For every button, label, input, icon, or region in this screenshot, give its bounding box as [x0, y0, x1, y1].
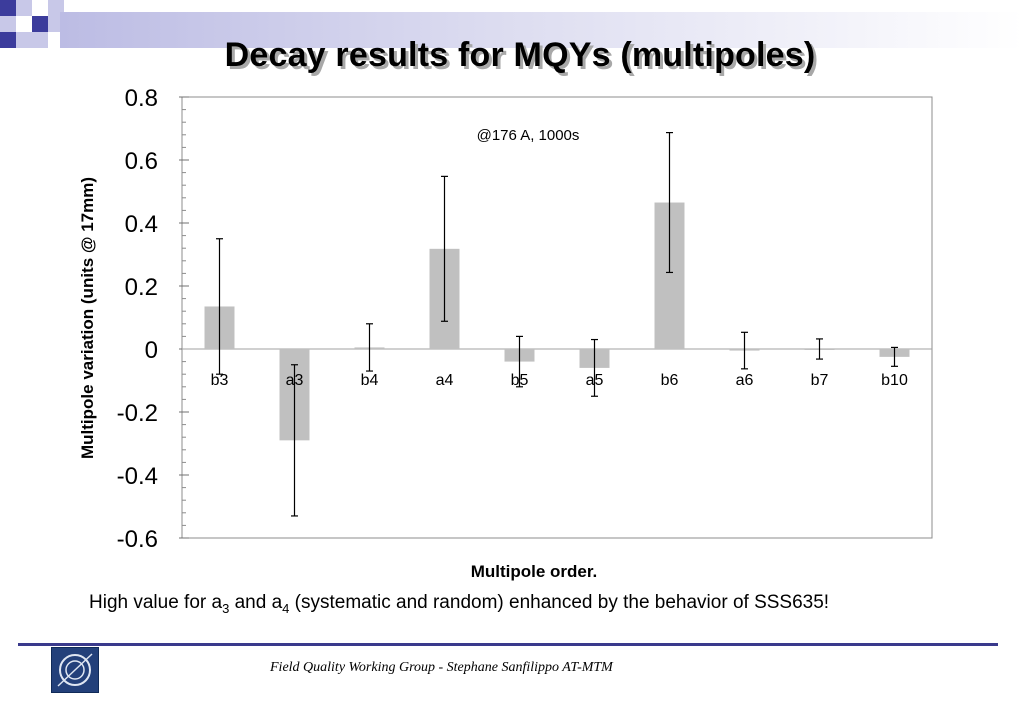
slide-title: Decay results for MQYs (multipoles)	[224, 36, 816, 74]
category-label-b10: b10	[881, 372, 908, 389]
category-label-a5: a5	[586, 372, 604, 389]
conclusion-note: High value for a3 and a4 (systematic and…	[89, 592, 829, 616]
note-text-2: and a	[229, 592, 283, 613]
header-gradient-bar	[60, 12, 1023, 48]
plot-frame	[181, 96, 933, 539]
y-tick-label: 0.6	[125, 148, 158, 175]
y-tick-label: -0.4	[117, 463, 158, 490]
y-axis-label: Multipole variation (units @ 17mm)	[78, 177, 97, 459]
category-label-b7: b7	[811, 372, 829, 389]
category-label-b4: b4	[361, 372, 379, 389]
y-tick-label: 0.2	[125, 274, 158, 301]
note-subscript-2: 4	[282, 600, 290, 616]
note-subscript-1: 3	[222, 600, 230, 616]
footer-text: Field Quality Working Group - Stephane S…	[270, 660, 613, 675]
category-label-a6: a6	[736, 372, 754, 389]
x-axis-label: Multipole order.	[470, 562, 598, 581]
category-label-a4: a4	[436, 372, 454, 389]
category-label-a3: a3	[286, 372, 304, 389]
y-tick-label: 0.8	[125, 85, 158, 112]
y-tick-label: 0	[145, 337, 158, 364]
y-tick-label: 0.4	[125, 211, 158, 238]
category-label-b5: b5	[511, 372, 529, 389]
y-tick-label: -0.2	[117, 400, 158, 427]
note-text-1: High value for a	[89, 592, 223, 613]
chart-annotation: @176 A, 1000s	[477, 127, 580, 144]
category-label-b3: b3	[211, 372, 229, 389]
y-tick-label: -0.6	[117, 526, 158, 553]
cern-logo-icon	[51, 647, 99, 693]
note-text-3: (systematic and random) enhanced by the …	[289, 592, 830, 613]
category-label-b6: b6	[661, 372, 679, 389]
footer-divider	[18, 643, 998, 646]
